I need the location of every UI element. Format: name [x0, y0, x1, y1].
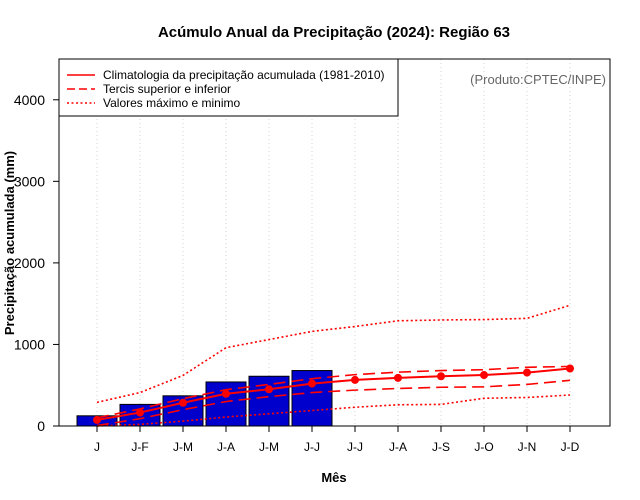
x-tick-label: J-A — [217, 440, 235, 454]
climatology-point — [93, 415, 101, 424]
x-tick-label: J-M — [173, 440, 193, 454]
bar — [248, 375, 290, 427]
series-lines — [96, 304, 571, 427]
x-tick-label: J-M — [259, 440, 279, 454]
y-tick-label: 1000 — [14, 336, 45, 352]
climatology-point — [308, 379, 316, 388]
x-tick-label: J-S — [432, 440, 450, 454]
legend: Climatologia da precipitação acumulada (… — [58, 58, 399, 117]
y-axis: 0 1000 2000 3000 4000 — [14, 92, 59, 434]
x-tick-label: J-A — [389, 440, 407, 454]
credit-text: (Produto:CPTEC/INPE) — [470, 72, 606, 87]
climatology-point — [222, 389, 230, 398]
series-line-dashed — [96, 379, 571, 427]
x-tick-label: J-N — [518, 440, 537, 454]
chart-title: Acúmulo Anual da Precipitação (2024): Re… — [158, 24, 510, 41]
climatology-point — [523, 368, 531, 377]
legend-label-tercis: Tercis superior e inferior — [103, 82, 231, 96]
x-tick-label: J-D — [561, 440, 580, 454]
y-tick-label: 4000 — [14, 92, 45, 108]
climatology-point — [480, 371, 488, 380]
x-tick-label: J-F — [131, 440, 148, 454]
y-tick-label: 0 — [37, 418, 45, 434]
series-markers — [93, 364, 574, 424]
series-line-dashed — [96, 365, 571, 419]
x-tick-label: J-O — [474, 440, 493, 454]
x-tick-label: J — [94, 440, 100, 454]
climatology-point — [351, 375, 359, 384]
x-axis: J J-F J-M J-A J-M J-J J-J J-A J-S J-O J-N J-D — [94, 426, 580, 454]
series-line-dotted — [96, 304, 571, 404]
x-tick-label: J-J — [304, 440, 320, 454]
climatology-point — [566, 364, 574, 373]
y-tick-label: 3000 — [14, 173, 45, 189]
legend-label-climatology: Climatologia da precipitação acumulada (… — [103, 68, 385, 82]
x-axis-label: Mês — [321, 470, 346, 485]
climatology-point — [136, 408, 144, 417]
climatology-point — [265, 385, 273, 394]
climatology-point — [179, 398, 187, 407]
climatology-point — [437, 372, 445, 381]
y-axis-label: Precipitação acumulada (mm) — [2, 151, 17, 335]
climatology-point — [394, 373, 402, 382]
legend-label-extremes: Valores máximo e minimo — [103, 96, 240, 110]
y-tick-label: 2000 — [14, 255, 45, 271]
x-tick-label: J-J — [347, 440, 363, 454]
series-line-solid-markers — [96, 367, 571, 421]
legend-box — [58, 58, 399, 117]
